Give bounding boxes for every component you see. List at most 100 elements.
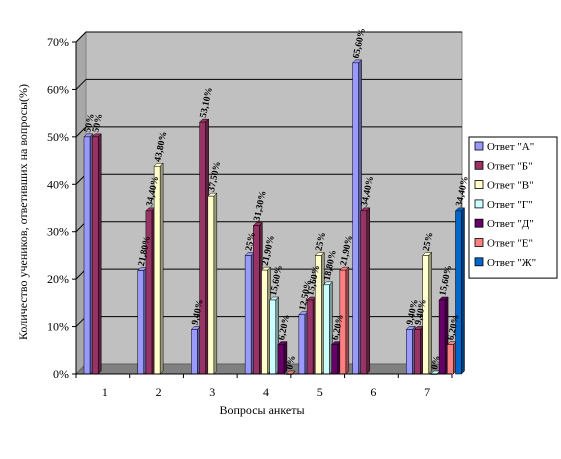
data-label: 50% bbox=[91, 113, 105, 134]
bar bbox=[207, 192, 218, 375]
bar bbox=[145, 207, 156, 375]
x-tick-label: 1 bbox=[102, 385, 108, 399]
data-label: 25% bbox=[244, 231, 258, 252]
legend-item: Ответ "В" bbox=[474, 180, 534, 192]
x-axis-title: Вопросы анкеты bbox=[219, 403, 304, 417]
bar-side bbox=[159, 162, 164, 375]
bar bbox=[137, 267, 148, 375]
bar bbox=[199, 118, 210, 375]
y-tick-label: 40% bbox=[47, 177, 69, 191]
bar bbox=[405, 325, 416, 375]
bar bbox=[331, 340, 342, 375]
bar-front bbox=[406, 329, 413, 375]
legend-swatch bbox=[474, 257, 484, 267]
bar-side bbox=[291, 370, 296, 375]
bar-side bbox=[213, 192, 218, 375]
data-label: 25% bbox=[422, 231, 436, 252]
bar-front bbox=[331, 344, 338, 375]
data-label: 25% bbox=[314, 231, 328, 252]
legend-swatch bbox=[474, 199, 484, 209]
bar bbox=[454, 207, 466, 375]
legend-swatch bbox=[474, 238, 484, 247]
x-tick-label: 2 bbox=[156, 385, 162, 399]
legend-label: Ответ "В" bbox=[487, 180, 534, 192]
data-label: 0% bbox=[285, 355, 298, 371]
bar-front bbox=[207, 195, 215, 375]
x-tick-label: 5 bbox=[317, 385, 323, 399]
y-tick-label: 50% bbox=[47, 130, 69, 144]
legend-label: Ответ "А" bbox=[487, 141, 534, 153]
y-tick-label: 10% bbox=[47, 320, 69, 334]
x-tick-label: 4 bbox=[263, 385, 269, 399]
data-label: 50% bbox=[83, 113, 97, 134]
bar bbox=[153, 162, 164, 375]
y-tick-label: 30% bbox=[47, 225, 69, 239]
legend-box bbox=[468, 136, 558, 279]
bar bbox=[322, 281, 334, 375]
y-axis-title: Количество учеников, ответивших на вопро… bbox=[16, 84, 30, 340]
bar bbox=[260, 266, 272, 375]
gridline-side bbox=[75, 31, 87, 43]
bar-side bbox=[97, 133, 102, 375]
gridline-side bbox=[75, 126, 87, 138]
legend-label: Ответ "Ж" bbox=[487, 257, 536, 269]
bar-front bbox=[91, 136, 99, 375]
bar bbox=[306, 296, 317, 375]
y-tick-label: 0% bbox=[53, 367, 69, 381]
bar-front bbox=[306, 299, 314, 375]
legend-swatch bbox=[474, 218, 484, 228]
axes: 0% 10% 20% 30% 40% 50% 60% 70% 1 2 3 4 5 6 7 bbox=[47, 35, 453, 399]
y-tick-label: 20% bbox=[47, 272, 69, 286]
bar bbox=[298, 311, 309, 375]
bar-front bbox=[455, 210, 462, 375]
legend: Ответ "А" Ответ "Б" Ответ "В" Ответ "Г" Отве… bbox=[468, 136, 558, 279]
bar-side bbox=[461, 207, 465, 375]
bar-front bbox=[137, 270, 144, 375]
bar bbox=[360, 207, 371, 375]
bar-front bbox=[414, 329, 421, 375]
bar bbox=[446, 340, 457, 375]
bar-front bbox=[199, 121, 206, 375]
legend-swatch bbox=[474, 141, 484, 151]
legend-item: Ответ "Е" bbox=[474, 238, 533, 250]
legend-item: Ответ "А" bbox=[474, 141, 534, 153]
bar-side bbox=[345, 266, 350, 375]
bar-front bbox=[191, 329, 198, 375]
x-tick-label: 6 bbox=[370, 385, 376, 399]
bar-front bbox=[269, 299, 276, 375]
bar-front bbox=[298, 314, 306, 375]
bar-front bbox=[83, 136, 91, 375]
bar bbox=[83, 133, 94, 375]
bar-side bbox=[428, 251, 432, 375]
legend-swatch bbox=[474, 180, 484, 190]
legend-label: Ответ "Г" bbox=[487, 199, 533, 211]
legend-label: Ответ "Д" bbox=[487, 218, 534, 230]
bar bbox=[91, 133, 102, 375]
data-label: 0% bbox=[430, 355, 443, 371]
bar-front bbox=[145, 210, 153, 375]
gridline-side bbox=[75, 79, 87, 90]
bar-front bbox=[447, 344, 454, 375]
legend-label: Ответ "Б" bbox=[487, 160, 533, 172]
bar bbox=[413, 325, 425, 375]
legend-item: Ответ "Ж" bbox=[474, 257, 536, 269]
bar-front bbox=[277, 344, 285, 375]
bar bbox=[244, 251, 255, 375]
bar-front bbox=[244, 255, 252, 375]
legend-item: Ответ "Г" bbox=[474, 199, 533, 211]
bar-front bbox=[352, 62, 359, 375]
legend-item: Ответ "Б" bbox=[474, 160, 533, 172]
bar bbox=[351, 59, 363, 375]
bar-front bbox=[261, 269, 268, 375]
y-tick-label: 70% bbox=[47, 35, 69, 49]
legend-label: Ответ "Е" bbox=[487, 238, 533, 250]
bar-side bbox=[366, 207, 371, 375]
x-tick-label: 7 bbox=[424, 385, 430, 399]
legend-swatch bbox=[474, 160, 484, 170]
y-tick-label: 60% bbox=[47, 82, 69, 96]
legend-item: Ответ "Д" bbox=[474, 218, 534, 230]
bars bbox=[83, 59, 466, 375]
x-tick-label: 3 bbox=[209, 385, 215, 399]
